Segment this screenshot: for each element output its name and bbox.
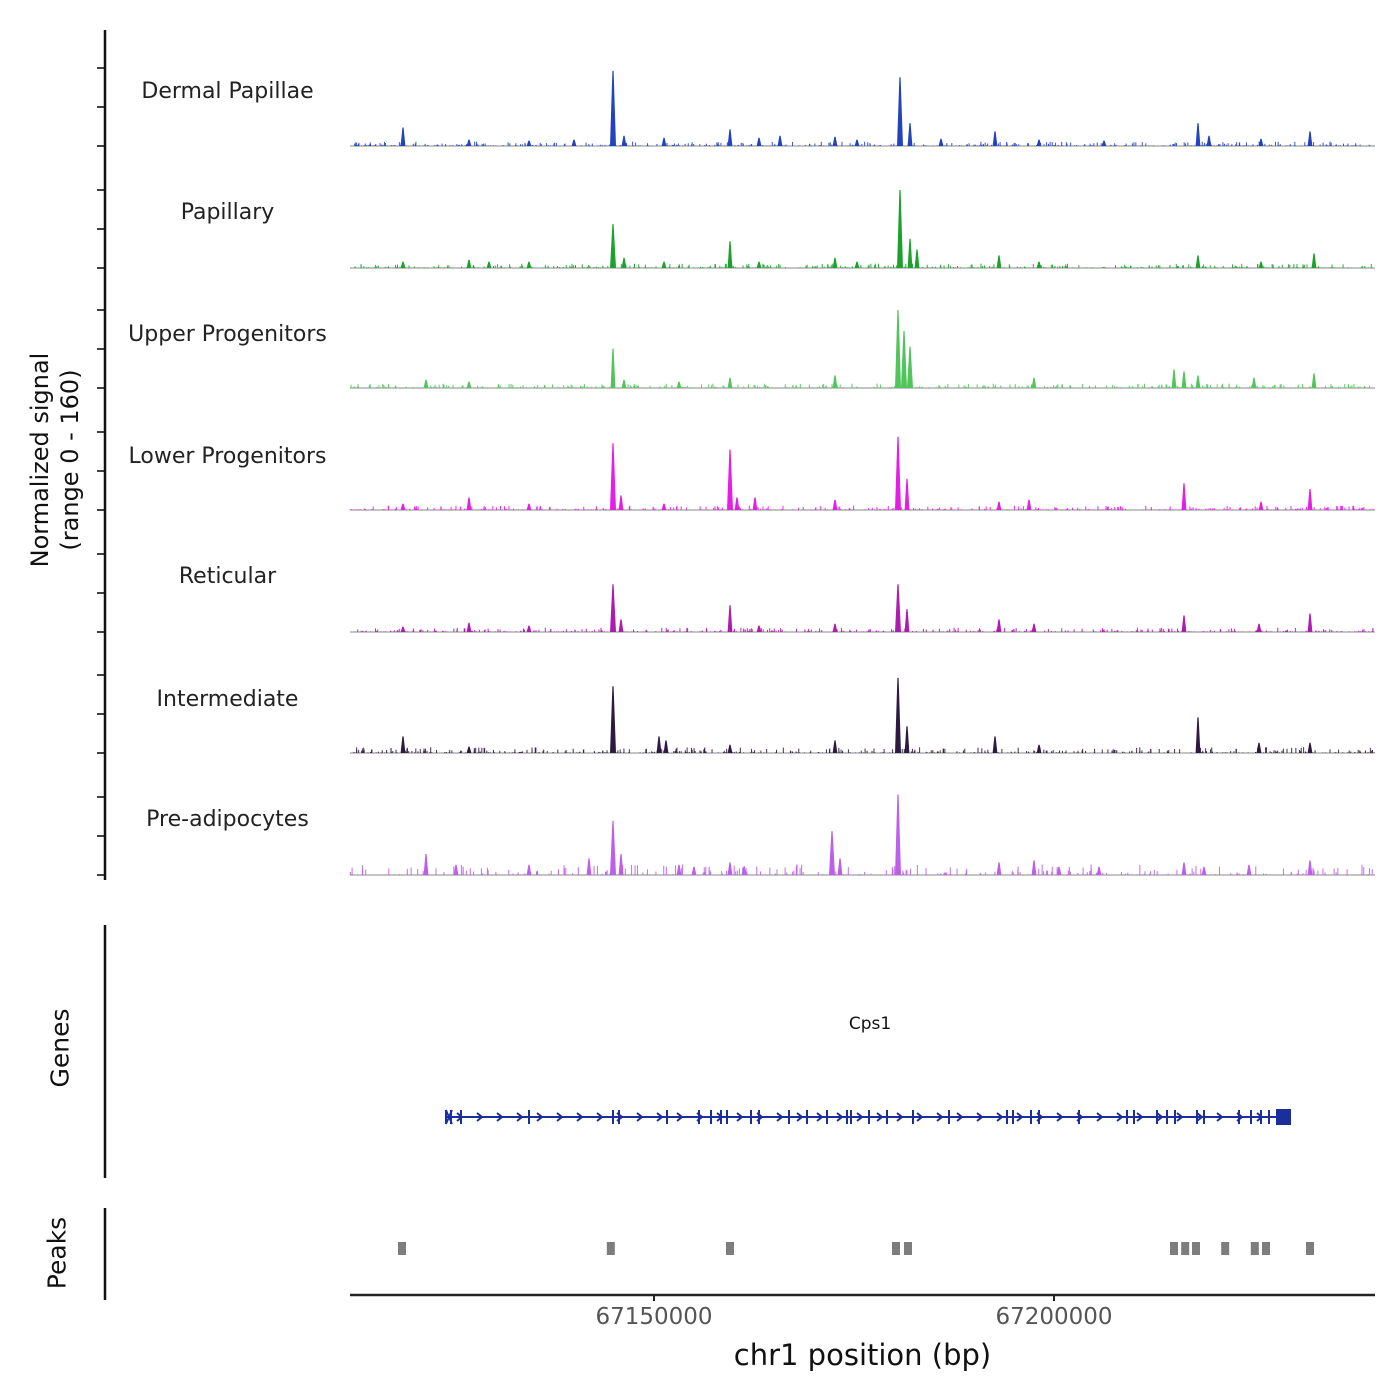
y-axis-label-line1: Normalized signal — [26, 352, 54, 568]
y-axis-label-line2: (range 0 - 160) — [56, 369, 84, 551]
track-label-reticular: Reticular — [178, 564, 277, 589]
track-label-intermediate: Intermediate — [156, 687, 299, 712]
track-label-lower-progenitors: Lower Progenitors — [128, 444, 327, 469]
track-label-pre-adipocytes: Pre-adipocytes — [146, 807, 309, 832]
track-label-papillary: Papillary — [180, 200, 275, 225]
gene-name-cps1: Cps1 — [848, 1014, 892, 1034]
genes-axis-label: Genes — [45, 1008, 75, 1088]
x-tick-67200000: 67200000 — [995, 1304, 1113, 1330]
x-axis-title: chr1 position (bp) — [733, 1338, 992, 1372]
x-tick-67150000: 67150000 — [595, 1304, 713, 1330]
track-label-dermal-papillae: Dermal Papillae — [141, 79, 314, 104]
track-label-upper-progenitors: Upper Progenitors — [128, 322, 327, 347]
y-axis-label: Normalized signal (range 0 - 160) — [25, 353, 85, 568]
peaks-axis-label: Peaks — [42, 1216, 72, 1290]
